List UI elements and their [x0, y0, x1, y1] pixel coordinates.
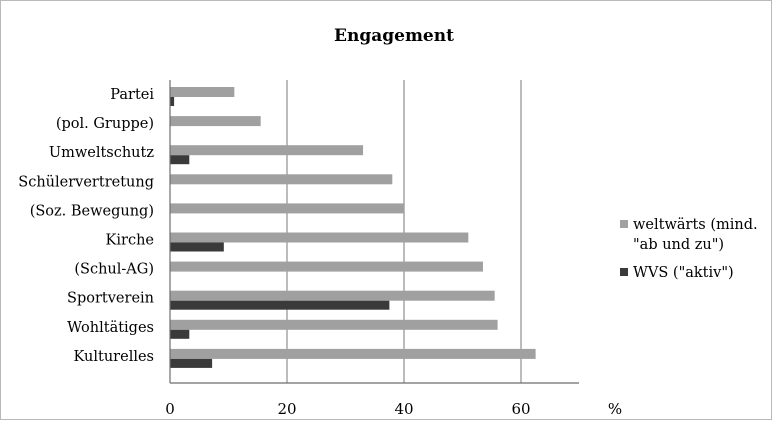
bar-weltwaerts	[170, 203, 404, 214]
legend-label-1: "ab und zu")	[633, 237, 724, 253]
bar-weltwaerts	[170, 232, 469, 243]
x-tick-label-0: 0	[165, 400, 175, 418]
x-tick-label-40: 40	[394, 400, 413, 418]
category-labels: Partei (pol. Gruppe) Umweltschutz Schülerve…	[18, 87, 154, 365]
category-label: Wohltätiges	[67, 320, 154, 336]
bar-wvs	[170, 155, 190, 165]
category-label: (Schul-AG)	[74, 262, 154, 278]
category-label: (pol. Gruppe)	[56, 116, 154, 132]
chart-title: Engagement	[334, 26, 454, 46]
x-axis-unit-label: %	[608, 400, 622, 418]
category-label: Sportverein	[67, 291, 154, 307]
legend-label-2: WVS ("aktiv")	[633, 265, 734, 281]
bar-weltwaerts	[170, 261, 483, 272]
legend: weltwärts (mind. "ab und zu") WVS ("aktiv"…	[620, 217, 758, 281]
bar-weltwaerts	[170, 174, 393, 185]
bar-wvs	[170, 329, 190, 339]
legend-label-1: weltwärts (mind.	[633, 217, 758, 233]
category-label: Kirche	[106, 233, 154, 249]
bar-wvs	[170, 242, 224, 252]
legend-swatch-2	[620, 268, 628, 276]
category-label: Partei	[110, 87, 154, 103]
category-label: Umweltschutz	[49, 145, 154, 161]
x-tick-label-60: 60	[511, 400, 530, 418]
bars	[170, 87, 536, 368]
bar-wvs	[170, 97, 175, 106]
bar-wvs	[170, 358, 213, 368]
bar-weltwaerts	[170, 116, 261, 127]
category-label: (Soz. Bewegung)	[30, 203, 154, 219]
bar-wvs	[170, 300, 390, 310]
bar-weltwaerts	[170, 87, 235, 97]
bar-weltwaerts	[170, 145, 364, 156]
bar-weltwaerts	[170, 290, 495, 301]
gridlines	[286, 80, 522, 383]
category-label: Kulturelles	[74, 349, 154, 365]
category-label: Schülervertretung	[18, 174, 154, 190]
bar-weltwaerts	[170, 348, 536, 359]
bar-weltwaerts	[170, 319, 498, 330]
x-tick-label-20: 20	[277, 400, 296, 418]
x-tick-labels: 0 20 40 60	[165, 400, 530, 418]
legend-swatch-1	[620, 220, 628, 228]
axes	[169, 80, 579, 384]
